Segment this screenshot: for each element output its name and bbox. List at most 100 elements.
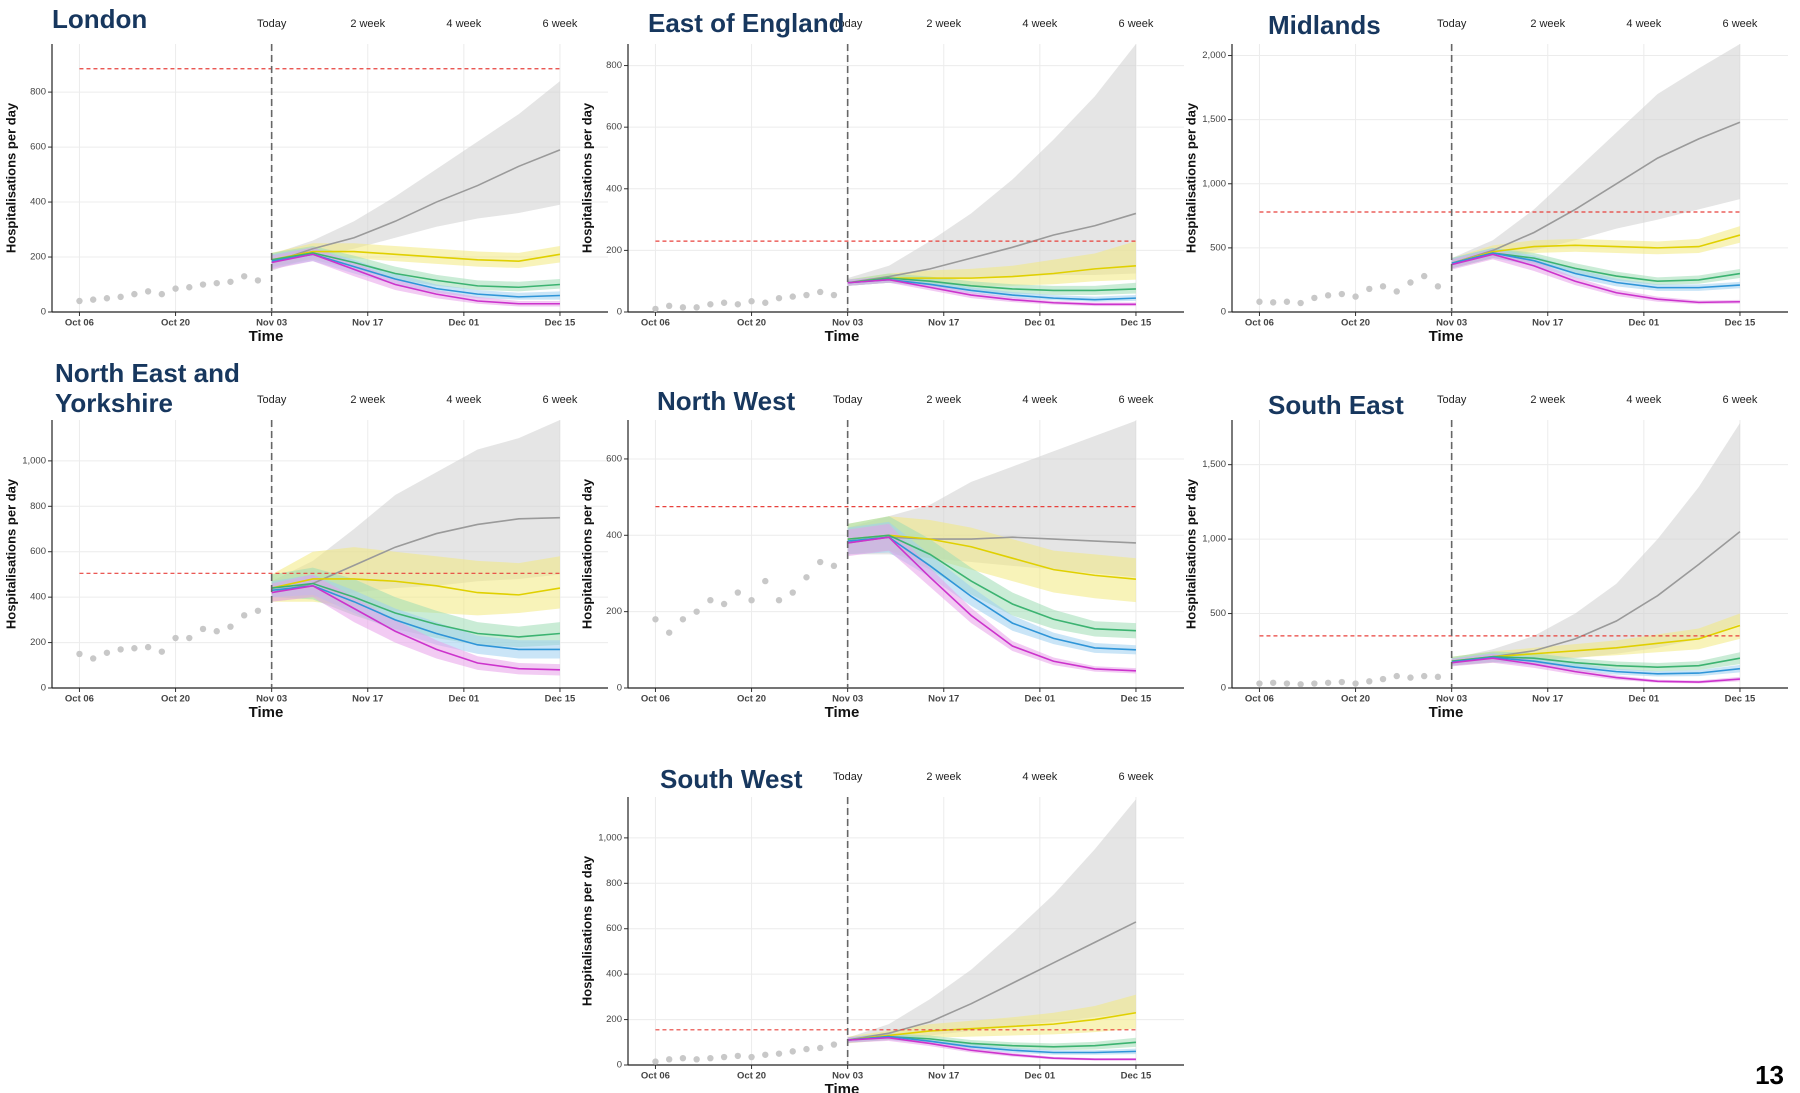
observed-point xyxy=(1379,675,1387,683)
observed-point xyxy=(679,616,687,623)
observed-point xyxy=(1434,673,1442,681)
y-tick-label: 400 xyxy=(606,183,622,194)
observed-point xyxy=(1379,283,1387,290)
observed-point xyxy=(693,608,700,615)
x-tick-label: Dec 15 xyxy=(1725,694,1756,705)
top-tick-label: Today xyxy=(257,394,287,406)
top-tick-label: Today xyxy=(257,18,287,30)
observed-point xyxy=(803,1045,810,1053)
top-tick-label: Today xyxy=(833,18,863,30)
observed-point xyxy=(1283,298,1291,305)
observed-point xyxy=(789,293,796,300)
observed-point xyxy=(775,596,783,604)
observed-point xyxy=(665,302,673,310)
observed-point xyxy=(816,288,824,296)
top-tick-label: 6 week xyxy=(1119,18,1154,30)
uncertainty-band xyxy=(1451,226,1740,269)
x-tick-label: Oct 20 xyxy=(1341,318,1370,329)
x-tick-label: Oct 06 xyxy=(65,318,94,329)
page-number: 13 xyxy=(1755,1060,1784,1090)
observed-point xyxy=(1407,674,1414,681)
uncertainty-band xyxy=(271,574,560,676)
y-axis-label: Hospitalisations per day xyxy=(579,478,594,629)
projection-line xyxy=(1451,656,1741,675)
y-tick-label: 1,000 xyxy=(22,455,46,466)
projection-line xyxy=(1451,253,1740,304)
observed-point xyxy=(254,277,262,284)
top-tick-label: 6 week xyxy=(1723,394,1758,406)
top-tick-label: 2 week xyxy=(1530,394,1565,406)
observed-point xyxy=(762,299,769,306)
y-tick-label: 400 xyxy=(606,530,622,541)
observed-point xyxy=(816,1044,824,1052)
observed-point xyxy=(748,1053,755,1061)
observed-point xyxy=(1434,283,1442,290)
uncertainty-band xyxy=(847,241,1136,286)
observed-point xyxy=(679,304,687,311)
chart-title: London xyxy=(52,4,148,34)
observed-point xyxy=(652,616,659,623)
x-tick-label: Dec 01 xyxy=(1025,1071,1056,1082)
x-tick-label: Nov 03 xyxy=(1436,318,1467,329)
observed-point xyxy=(1366,678,1373,685)
y-tick-label: 600 xyxy=(606,122,622,133)
y-tick-label: 800 xyxy=(30,87,46,98)
y-tick-label: 0 xyxy=(617,683,622,694)
x-axis-label: Time xyxy=(1429,328,1464,345)
top-tick-label: 2 week xyxy=(1530,18,1565,30)
top-tick-label: Today xyxy=(833,771,863,783)
observed-point xyxy=(1352,680,1359,687)
projection-line xyxy=(847,1011,1137,1041)
y-tick-label: 1,500 xyxy=(1202,459,1226,470)
projection-line xyxy=(271,252,561,289)
projection-line xyxy=(271,253,560,305)
x-tick-label: Oct 20 xyxy=(161,694,190,705)
observed-point xyxy=(665,629,673,636)
x-tick-label: Nov 17 xyxy=(352,318,383,329)
top-tick-label: 4 week xyxy=(1022,771,1057,783)
observed-point xyxy=(1311,294,1318,302)
y-tick-label: 200 xyxy=(606,1014,622,1025)
uncertainty-band xyxy=(847,523,1136,674)
uncertainty-band xyxy=(1451,44,1740,268)
x-tick-label: Dec 15 xyxy=(1121,318,1152,329)
observed-point xyxy=(830,291,838,299)
projection-line xyxy=(847,536,1136,672)
observed-point xyxy=(213,628,220,635)
x-tick-label: Oct 06 xyxy=(65,694,94,705)
y-tick-label: 400 xyxy=(30,197,46,208)
x-tick-label: Dec 15 xyxy=(545,318,576,329)
observed-point xyxy=(240,612,248,619)
projection-line xyxy=(271,584,560,651)
y-tick-label: 0 xyxy=(1221,683,1226,694)
observed-point xyxy=(158,648,166,655)
x-tick-label: Nov 17 xyxy=(928,318,959,329)
projection-line xyxy=(1451,657,1741,683)
chart-title: Midlands xyxy=(1268,10,1381,40)
observed-point xyxy=(707,301,714,308)
observed-point xyxy=(679,1054,687,1062)
x-tick-label: Nov 03 xyxy=(832,1071,863,1082)
observed-point xyxy=(816,558,824,566)
observed-point xyxy=(734,1052,742,1060)
x-tick-label: Oct 06 xyxy=(641,694,670,705)
projection-line xyxy=(847,536,1136,544)
projection-line xyxy=(271,516,560,594)
observed-point xyxy=(1352,293,1359,300)
observed-point xyxy=(186,284,193,291)
projection-line xyxy=(1451,234,1741,265)
observed-point xyxy=(1407,279,1414,286)
y-tick-label: 800 xyxy=(30,501,46,512)
x-tick-label: Oct 20 xyxy=(737,1071,766,1082)
x-tick-label: Oct 20 xyxy=(737,318,766,329)
projection-line xyxy=(1451,121,1741,265)
x-tick-label: Nov 17 xyxy=(1532,694,1563,705)
observed-point xyxy=(144,288,152,295)
observed-point xyxy=(117,293,124,301)
observed-point xyxy=(720,299,728,306)
observed-point xyxy=(117,646,124,653)
observed-point xyxy=(103,295,111,302)
top-tick-label: Today xyxy=(1437,18,1467,30)
x-axis-label: Time xyxy=(1429,704,1464,721)
